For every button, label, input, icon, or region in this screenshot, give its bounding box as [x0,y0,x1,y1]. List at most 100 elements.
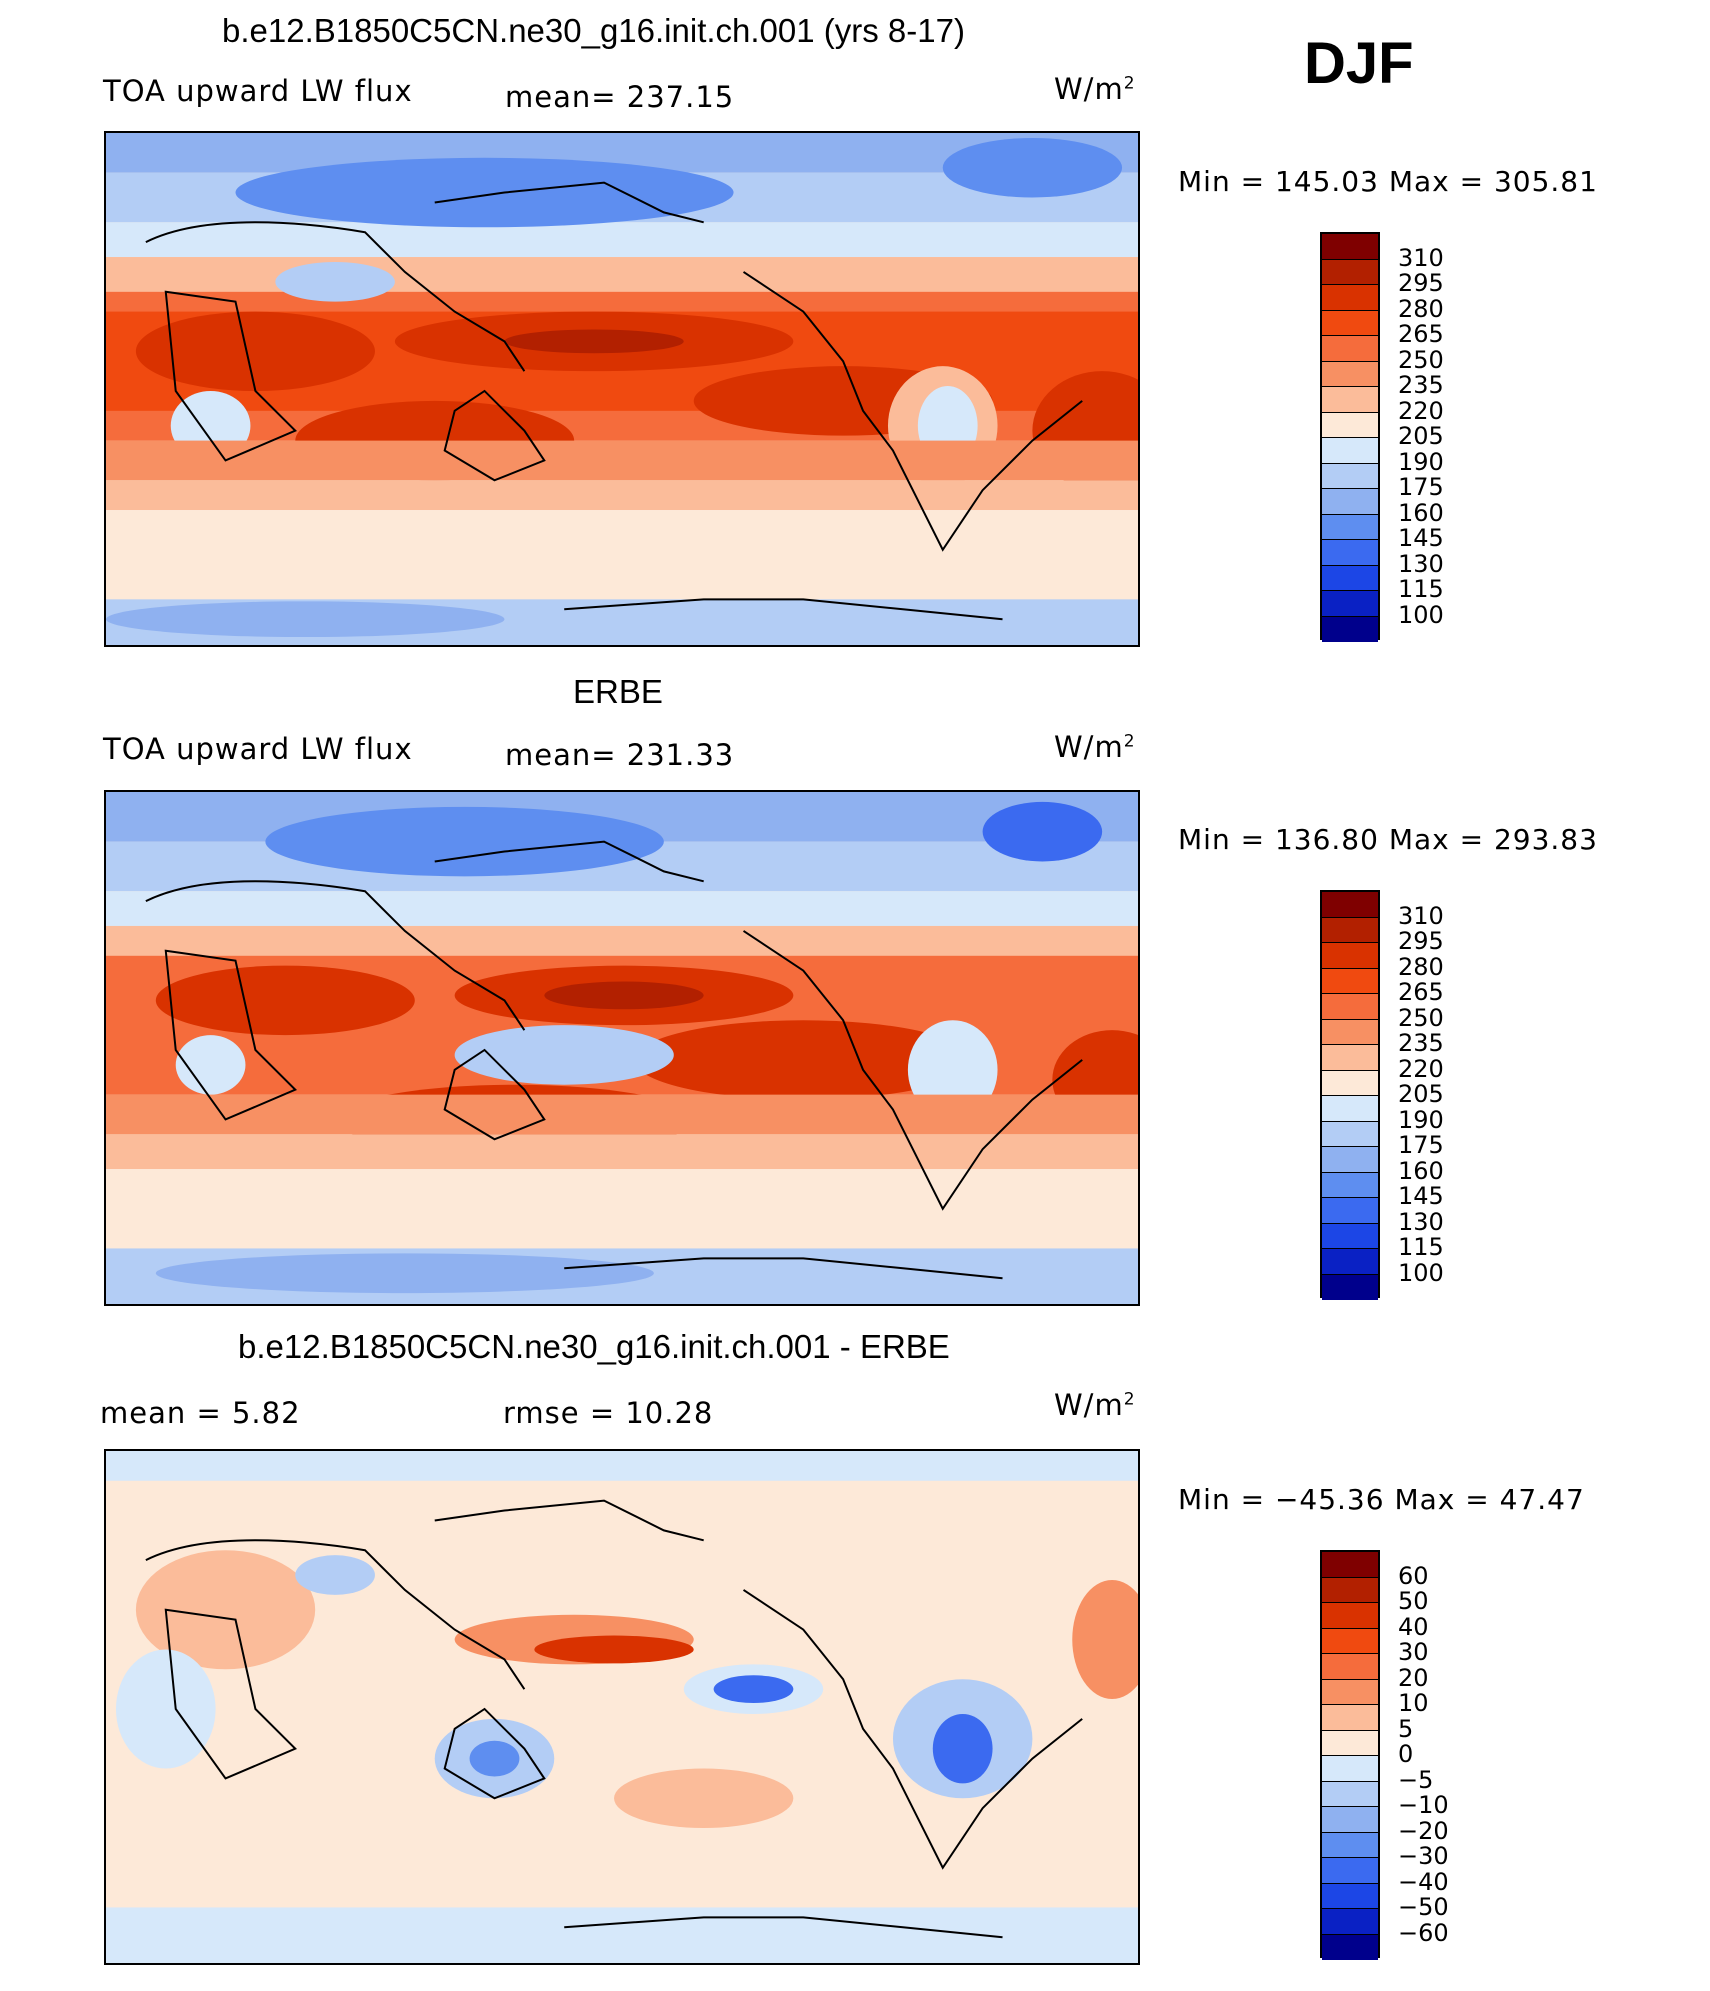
colorbar-tick-label: 220 [1398,396,1444,425]
colorbar-tick-label: 220 [1398,1054,1444,1083]
colorbar-swatch [1322,591,1378,617]
colorbar-swatch [1322,463,1378,489]
colorbar-swatch [1322,892,1378,918]
colorbar-swatch [1322,1832,1378,1858]
colorbar-tick-label: 310 [1398,901,1444,930]
panel3-minmax: Min = −45.36 Max = 47.47 [1178,1483,1585,1516]
colorbar-swatch [1322,1807,1378,1833]
colorbar-swatch [1322,1909,1378,1935]
colorbar-swatch [1322,917,1378,943]
colorbar-swatch [1322,489,1378,515]
colorbar-tick-label: 100 [1398,1258,1444,1287]
colorbar-tick-label: 295 [1398,269,1444,297]
colorbar-swatch [1322,1654,1378,1680]
colorbar-tick-label: 205 [1398,422,1444,450]
season-label: DJF [1304,31,1414,96]
colorbar-swatch [1322,1756,1378,1782]
colorbar-swatch [1322,412,1378,438]
colorbar-tick-label: 0 [1398,1740,1414,1768]
colorbar-swatch [1322,1249,1378,1275]
colorbar-swatch [1322,1730,1378,1756]
colorbar-swatch [1322,943,1378,969]
colorbar-tick-label: 280 [1398,294,1444,323]
colorbar-swatch [1322,336,1378,362]
colorbar-swatch [1322,361,1378,387]
colorbar-tick-label: −50 [1398,1893,1449,1921]
colorbar-swatch [1322,565,1378,591]
colorbar-tick-label: 175 [1398,473,1444,501]
colorbar-swatch [1322,1147,1378,1173]
colorbar-swatch [1322,1679,1378,1705]
colorbar-swatch [1322,1603,1378,1629]
colorbar-swatch [1322,1781,1378,1807]
colorbar-swatch [1322,259,1378,285]
panel2-colorbar [1320,890,1380,1300]
panel1-field: TOA upward LW flux [103,74,413,108]
panel3-title: b.e12.B1850C5CN.ne30_g16.init.ch.001 - E… [238,1328,950,1365]
colorbar-swatch [1322,1577,1378,1603]
colorbar-tick-label: 115 [1398,1233,1444,1261]
colorbar-tick-label: 145 [1398,524,1444,552]
colorbar-swatch [1322,1070,1378,1096]
colorbar-swatch [1322,1934,1378,1960]
colorbar-swatch [1322,1172,1378,1198]
panel2-map-svg [106,792,1138,1304]
panel2-minmax: Min = 136.80 Max = 293.83 [1178,823,1598,856]
colorbar-tick-label: −10 [1398,1791,1449,1819]
colorbar-tick-label: 145 [1398,1182,1444,1210]
colorbar-tick-label: 205 [1398,1080,1444,1108]
colorbar-tick-label: 310 [1398,243,1444,272]
colorbar-swatch [1322,1628,1378,1654]
panel2-mean: mean= 231.33 [505,738,735,772]
colorbar-tick-label: 160 [1398,1156,1444,1185]
colorbar-tick-label: −5 [1398,1765,1434,1794]
colorbar-tick-label: 20 [1398,1663,1429,1692]
panel1-mean: mean= 237.15 [505,80,735,114]
colorbar-swatch [1322,1274,1378,1300]
colorbar-tick-label: 115 [1398,575,1444,603]
colorbar-swatch [1322,387,1378,413]
colorbar-swatch [1322,1883,1378,1909]
colorbar-swatch [1322,1121,1378,1147]
colorbar-tick-label: 130 [1398,1207,1444,1236]
colorbar-tick-label: −60 [1398,1918,1449,1947]
colorbar-swatch [1322,285,1378,311]
panel1-minmax: Min = 145.03 Max = 305.81 [1178,165,1598,198]
colorbar-tick-label: 5 [1398,1714,1414,1743]
panel1-map [104,131,1140,647]
panel1-units: W/m2 [1054,72,1136,106]
colorbar-swatch [1322,1019,1378,1045]
colorbar-tick-label: 175 [1398,1131,1444,1159]
colorbar-swatch [1322,540,1378,566]
colorbar-swatch [1322,1198,1378,1224]
colorbar-tick-label: 235 [1398,371,1444,399]
colorbar-tick-label: 130 [1398,549,1444,578]
colorbar-tick-label: 40 [1398,1612,1429,1641]
panel2-map [104,790,1140,1306]
colorbar-swatch [1322,1045,1378,1071]
panel2-units: W/m2 [1054,730,1136,764]
panel1-map-svg [106,133,1138,645]
colorbar-swatch [1322,994,1378,1020]
colorbar-swatch [1322,514,1378,540]
colorbar-swatch [1322,1552,1378,1578]
panel2-field: TOA upward LW flux [103,732,413,766]
colorbar-tick-label: 50 [1398,1587,1429,1615]
colorbar-tick-label: 160 [1398,498,1444,527]
panel3-rmse: rmse = 10.28 [503,1396,714,1430]
colorbar-tick-label: 60 [1398,1561,1429,1590]
colorbar-tick-label: −20 [1398,1816,1449,1845]
panel1-colorbar [1320,232,1380,642]
colorbar-tick-label: 280 [1398,952,1444,981]
colorbar-swatch [1322,438,1378,464]
colorbar-tick-label: 10 [1398,1689,1429,1717]
panel3-map [104,1449,1140,1965]
panel3-map-svg [106,1451,1138,1963]
colorbar-tick-label: 235 [1398,1029,1444,1057]
colorbar-tick-label: 250 [1398,1003,1444,1032]
colorbar-swatch [1322,616,1378,642]
colorbar-swatch [1322,1096,1378,1122]
colorbar-tick-label: 265 [1398,978,1444,1006]
colorbar-swatch [1322,234,1378,260]
colorbar-tick-label: 190 [1398,1105,1444,1134]
